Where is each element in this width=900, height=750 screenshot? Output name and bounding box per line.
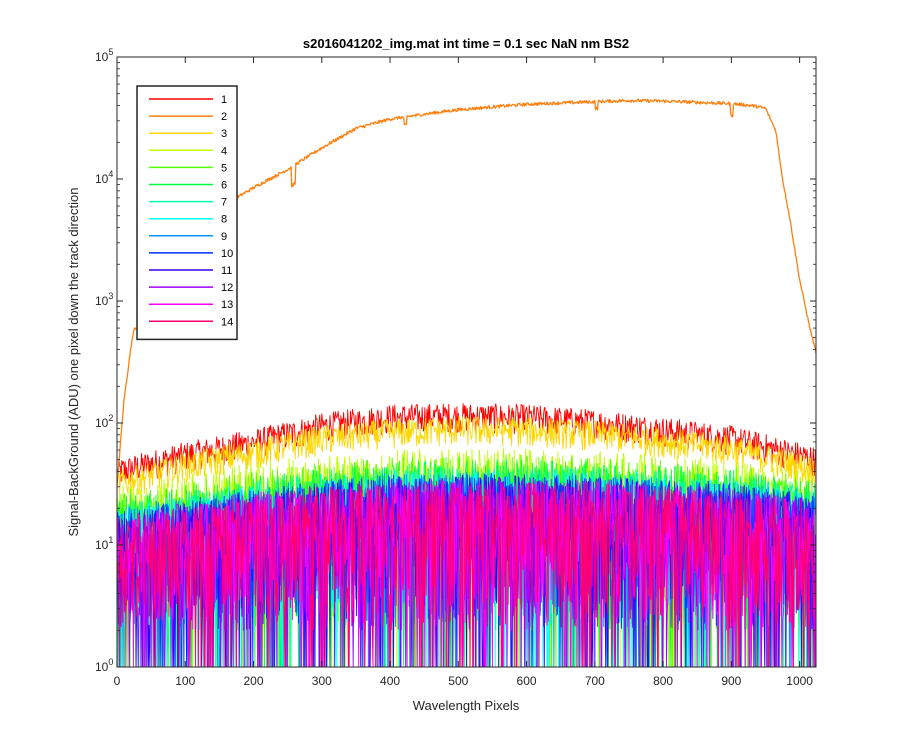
chart-title: s2016041202_img.mat int time = 0.1 sec N… [303,36,629,51]
legend-label-6: 6 [221,180,227,192]
x-tick-label: 300 [312,674,332,688]
legend-label-4: 4 [221,145,227,157]
y-tick-label: 103 [95,291,113,308]
y-tick-label: 101 [95,535,113,552]
legend-label-8: 8 [221,214,227,226]
axes-layer: 0 100 200 300 400 500 600 700 800 900 100010010110… [95,47,817,688]
y-tick-label: 100 [95,657,113,674]
legend-label-2: 2 [221,111,227,123]
legend-label-11: 11 [221,265,232,277]
x-tick-label: 400 [380,674,400,688]
series-layer [117,98,816,667]
legend-label-13: 13 [221,299,233,311]
series-line-14 [117,480,816,667]
legend-label-9: 9 [221,231,227,243]
x-tick-label: 100 [175,674,195,688]
x-tick-label: 800 [653,674,673,688]
x-tick-label: 0 [114,674,121,688]
series-line-3 [117,416,816,496]
x-tick-label: 200 [244,674,264,688]
x-tick-label: 900 [721,674,741,688]
x-tick-label: 500 [448,674,468,688]
y-tick-label: 105 [95,47,113,64]
y-tick-label: 104 [95,169,113,186]
x-tick-label: 700 [585,674,605,688]
legend-label-14: 14 [221,316,233,328]
legend-label-12: 12 [221,282,233,294]
y-tick-label: 102 [95,413,113,430]
legend-label-10: 10 [221,248,233,260]
x-tick-label: 600 [517,674,537,688]
x-tick-label: 1000 [786,674,813,688]
axes-box [116,56,817,668]
legend-label-7: 7 [221,197,227,209]
legend-label-1: 1 [221,94,227,106]
y-axis-label: Signal-BackGround (ADU) one pixel down t… [66,187,81,536]
x-axis-label: Wavelength Pixels [413,698,520,713]
legend-box [136,85,238,341]
legend-label-5: 5 [221,162,227,174]
legend-label-3: 3 [221,128,227,140]
